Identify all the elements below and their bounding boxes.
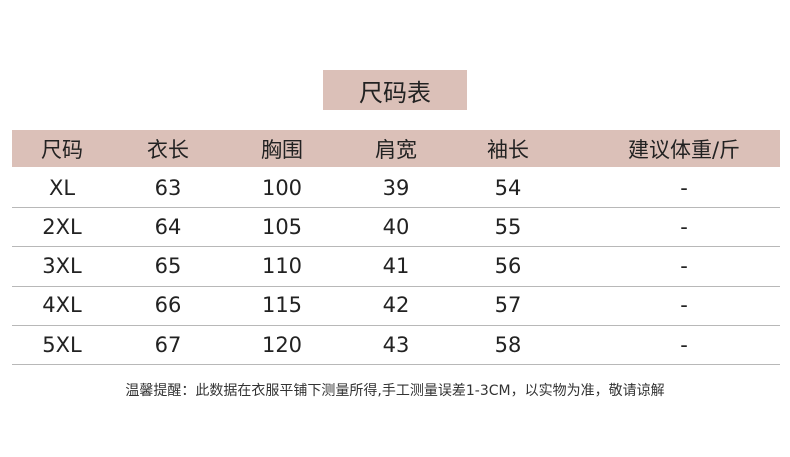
table-row: 4XL 66 115 42 57 - [12, 286, 780, 326]
table-row: XL 63 100 39 54 - [12, 168, 780, 208]
cell-sleeve: 58 [494, 332, 522, 357]
table-row: 3XL 65 110 41 56 - [12, 247, 780, 287]
measurement-note: 温馨提醒：此数据在衣服平铺下测量所得,手工测量误差1-3CM，以实物为准，敬请谅… [125, 383, 665, 399]
table-header: 尺码 衣长 胸围 肩宽 袖长 建议体重/斤 [12, 130, 780, 167]
cell-sleeve: 55 [494, 214, 522, 239]
cell-sleeve: 56 [494, 254, 522, 279]
header-length: 衣长 [147, 137, 189, 162]
chart-title: 尺码表 [323, 70, 467, 110]
cell-length: 65 [154, 254, 182, 279]
header-shoulder: 肩宽 [375, 137, 417, 162]
cell-size: XL [48, 175, 76, 200]
cell-chest: 110 [261, 254, 303, 279]
cell-length: 64 [154, 214, 182, 239]
cell-shoulder: 40 [382, 214, 410, 239]
cell-weight: - [680, 254, 688, 279]
cell-sleeve: 54 [494, 175, 522, 200]
cell-length: 63 [154, 175, 182, 200]
cell-weight: - [680, 175, 688, 200]
cell-shoulder: 42 [382, 293, 410, 318]
cell-length: 67 [154, 332, 182, 357]
cell-shoulder: 41 [382, 254, 410, 279]
header-chest: 胸围 [261, 137, 303, 162]
cell-size: 2XL [42, 214, 82, 239]
table-row: 2XL 64 105 40 55 - [12, 207, 780, 248]
cell-weight: - [680, 332, 688, 357]
cell-shoulder: 39 [382, 175, 410, 200]
header-weight: 建议体重/斤 [627, 137, 741, 162]
cell-chest: 115 [261, 293, 303, 318]
table-row: 5XL 67 120 43 58 - [12, 325, 780, 366]
cell-chest: 105 [261, 214, 303, 239]
cell-chest: 120 [261, 332, 303, 357]
cell-weight: - [680, 293, 688, 318]
cell-sleeve: 57 [494, 293, 522, 318]
cell-chest: 100 [261, 175, 303, 200]
cell-shoulder: 43 [382, 332, 410, 357]
cell-size: 3XL [42, 254, 82, 279]
cell-weight: - [680, 214, 688, 239]
cell-size: 5XL [42, 332, 82, 357]
header-sleeve: 袖长 [487, 137, 529, 162]
header-size: 尺码 [41, 137, 83, 162]
cell-size: 4XL [42, 293, 82, 318]
cell-length: 66 [154, 293, 182, 318]
